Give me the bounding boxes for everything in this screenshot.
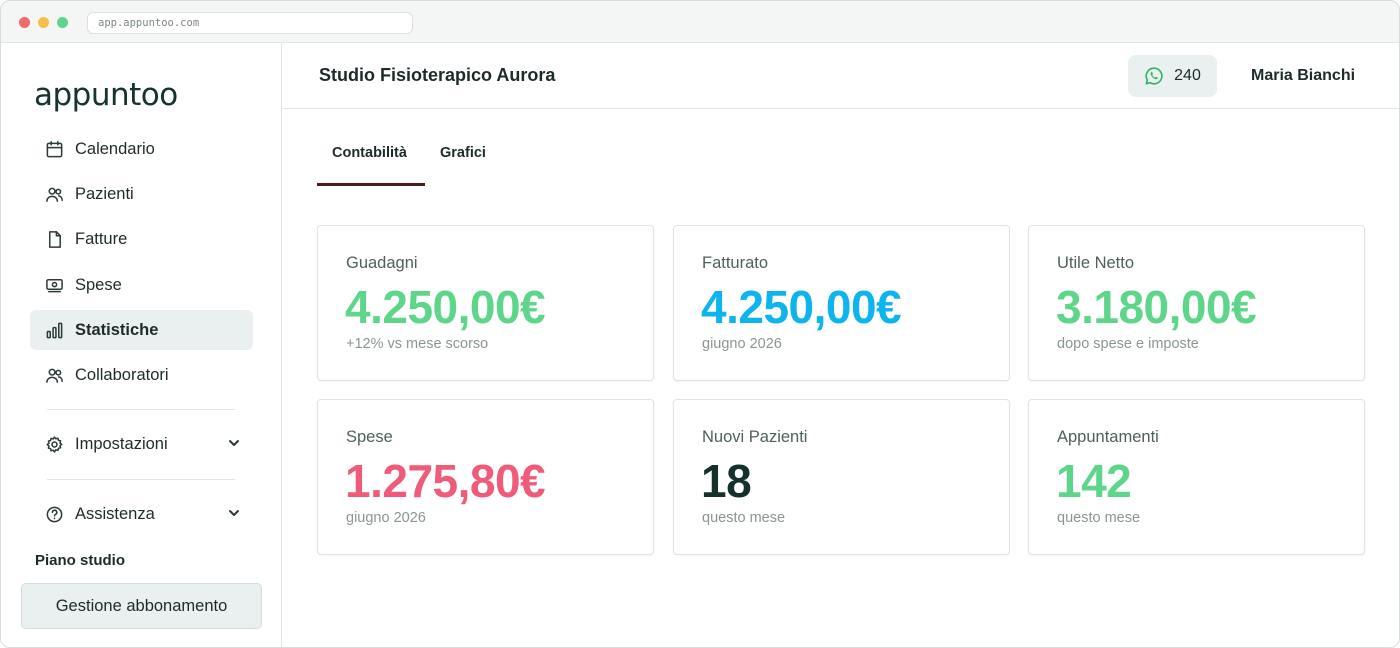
users-icon — [44, 184, 64, 204]
sidebar-item-calendario[interactable]: Calendario — [30, 129, 253, 169]
help-circle-icon — [44, 504, 64, 524]
stat-card-subtitle: +12% vs mese scorso — [346, 336, 489, 352]
whatsapp-credits-badge[interactable]: 240 — [1128, 55, 1217, 97]
sidebar-item-label: Calendario — [75, 139, 155, 158]
gear-icon — [44, 434, 64, 454]
stat-card-value: 142 — [1056, 455, 1132, 507]
active-tab-indicator — [317, 183, 425, 186]
sidebar-item-label: Pazienti — [75, 184, 134, 203]
stat-card-nuovi-pazienti: Nuovi Pazienti 18 questo mese — [673, 399, 1010, 555]
tab-grafici[interactable]: Grafici — [440, 145, 486, 161]
studio-name: Studio Fisioterapico Aurora — [319, 65, 556, 85]
sidebar: appuntoo Calendario Pazienti Fatture Spe… — [1, 43, 282, 647]
receipt-icon — [44, 275, 64, 295]
stat-card-subtitle: giugno 2026 — [346, 510, 426, 526]
sidebar-divider — [47, 479, 235, 480]
sidebar-item-impostazioni[interactable]: Impostazioni — [30, 424, 253, 464]
stat-card-label: Nuovi Pazienti — [702, 428, 808, 446]
sidebar-item-pazienti[interactable]: Pazienti — [30, 174, 253, 214]
tab-contabilita[interactable]: Contabilità — [332, 145, 407, 161]
sidebar-item-collaboratori[interactable]: Collaboratori — [30, 355, 253, 395]
sidebar-item-spese[interactable]: Spese — [30, 265, 253, 305]
stat-card-appuntamenti: Appuntamenti 142 questo mese — [1028, 399, 1365, 555]
calendar-icon — [44, 139, 64, 159]
close-window-button[interactable] — [19, 17, 30, 28]
stat-card-label: Appuntamenti — [1057, 428, 1159, 446]
stat-card-value: 1.275,80€ — [345, 455, 546, 507]
stat-card-value: 4.250,00€ — [701, 281, 902, 333]
stat-card-utile-netto: Utile Netto 3.180,00€ dopo spese e impos… — [1028, 225, 1365, 381]
bar-chart-icon — [44, 320, 64, 340]
sidebar-item-label: Collaboratori — [75, 365, 169, 384]
stat-card-subtitle: giugno 2026 — [702, 336, 782, 352]
browser-titlebar: app.appuntoo.com — [1, 1, 1399, 43]
stat-card-subtitle: questo mese — [702, 510, 786, 526]
stat-card-value: 18 — [701, 455, 752, 507]
stat-card-label: Utile Netto — [1057, 254, 1135, 272]
stat-card-subtitle: dopo spese e imposte — [1057, 336, 1199, 352]
user-menu[interactable]: Maria Bianchi — [1251, 67, 1356, 84]
stat-card-fatturato: Fatturato 4.250,00€ giugno 2026 — [673, 225, 1010, 381]
stat-card-label: Guadagni — [346, 254, 418, 272]
chevron-down-icon[interactable] — [227, 436, 241, 450]
sidebar-item-statistiche[interactable]: Statistiche — [30, 310, 253, 350]
stat-card-value: 3.180,00€ — [1056, 281, 1257, 333]
header: Studio Fisioterapico Aurora 240 Maria Bi… — [282, 43, 1399, 109]
users-icon — [44, 365, 64, 385]
sidebar-item-fatture[interactable]: Fatture — [30, 219, 253, 259]
stat-card-guadagni: Guadagni 4.250,00€ +12% vs mese scorso — [317, 225, 654, 381]
whatsapp-icon — [1145, 67, 1163, 85]
sidebar-item-assistenza[interactable]: Assistenza — [30, 494, 253, 534]
sidebar-item-label: Spese — [75, 275, 122, 294]
stat-card-label: Fatturato — [702, 254, 769, 272]
chevron-down-icon[interactable] — [227, 506, 241, 520]
manage-subscription-button[interactable]: Gestione abbonamento — [21, 583, 262, 629]
document-icon — [44, 229, 64, 249]
stat-card-spese: Spese 1.275,80€ giugno 2026 — [317, 399, 654, 555]
plan-label: Piano studio — [35, 552, 125, 569]
sidebar-divider — [47, 409, 235, 410]
address-bar[interactable]: app.appuntoo.com — [87, 12, 413, 34]
stat-card-value: 4.250,00€ — [345, 281, 546, 333]
maximize-window-button[interactable] — [57, 17, 68, 28]
app-logo[interactable]: appuntoo — [34, 77, 178, 113]
stat-card-label: Spese — [346, 428, 393, 446]
minimize-window-button[interactable] — [38, 17, 49, 28]
sidebar-item-label: Impostazioni — [75, 434, 168, 453]
stat-card-subtitle: questo mese — [1057, 510, 1141, 526]
sidebar-item-label: Assistenza — [75, 504, 155, 523]
sidebar-item-label: Statistiche — [75, 320, 159, 339]
whatsapp-credits-count: 240 — [1174, 67, 1201, 84]
sidebar-item-label: Fatture — [75, 229, 128, 248]
